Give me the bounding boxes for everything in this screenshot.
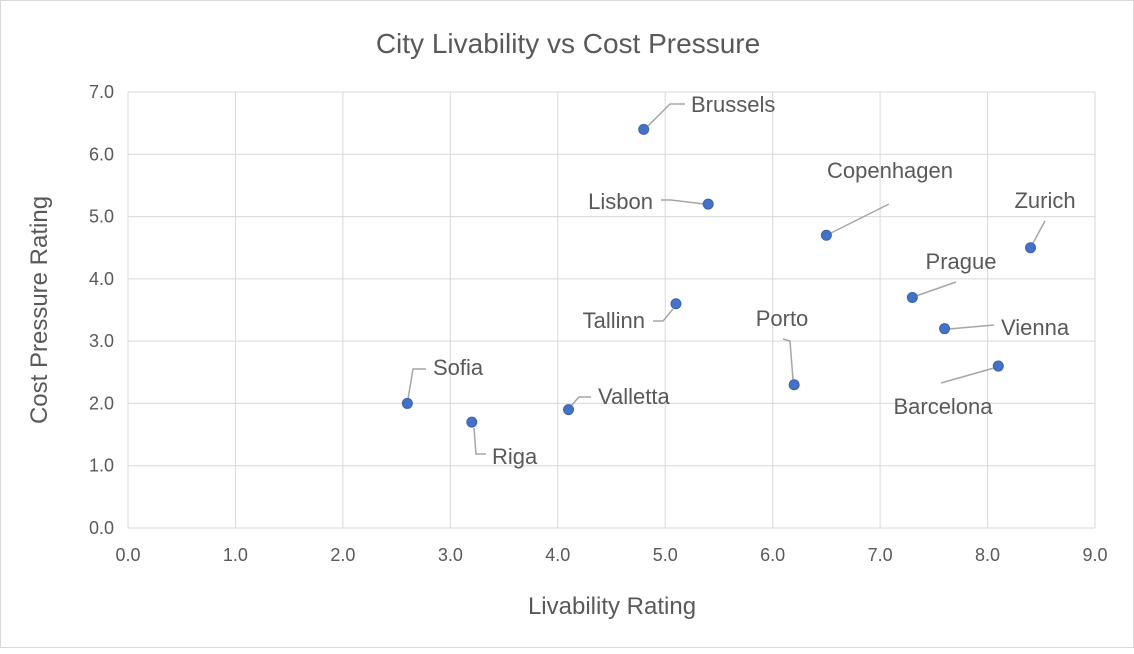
y-tick-label: 3.0 xyxy=(89,331,114,351)
x-tick-label: 1.0 xyxy=(223,545,248,565)
leader-line xyxy=(473,427,486,455)
y-tick-label: 4.0 xyxy=(89,269,114,289)
x-tick-label: 3.0 xyxy=(438,545,463,565)
y-tick-label: 1.0 xyxy=(89,456,114,476)
x-tick-label: 2.0 xyxy=(330,545,355,565)
leader-line xyxy=(661,199,705,205)
data-label: Brussels xyxy=(691,92,775,117)
data-point xyxy=(638,123,650,135)
leader-line xyxy=(1032,220,1046,244)
leader-line xyxy=(653,308,674,322)
data-label: Barcelona xyxy=(893,394,993,419)
leader-line xyxy=(940,367,995,384)
leader-line xyxy=(782,338,794,381)
x-tick-label: 4.0 xyxy=(545,545,570,565)
y-tick-label: 6.0 xyxy=(89,144,114,164)
y-tick-label: 2.0 xyxy=(89,393,114,413)
x-axis-label: Livability Rating xyxy=(528,593,696,620)
x-tick-label: 6.0 xyxy=(760,545,785,565)
leader-line xyxy=(948,324,995,330)
data-label: Sofia xyxy=(433,355,484,380)
data-point xyxy=(939,323,951,335)
data-label: Copenhagen xyxy=(827,158,953,183)
x-tick-label: 8.0 xyxy=(975,545,1000,565)
leader-line xyxy=(569,396,591,408)
data-point xyxy=(670,298,682,310)
y-axis-label: Cost Pressure Rating xyxy=(26,196,53,424)
data-point xyxy=(788,379,800,391)
leader-line xyxy=(647,103,685,127)
y-tick-label: 5.0 xyxy=(89,207,114,227)
data-point xyxy=(906,292,918,304)
x-tick-label: 9.0 xyxy=(1082,545,1107,565)
data-point xyxy=(820,229,832,241)
x-tick-label: 0.0 xyxy=(115,545,140,565)
data-label: Riga xyxy=(492,444,538,469)
chart-title: City Livability vs Cost Pressure xyxy=(376,28,760,59)
leader-line xyxy=(915,281,957,297)
data-point xyxy=(563,404,575,416)
data-label: Zurich xyxy=(1014,188,1075,213)
data-point xyxy=(702,198,714,210)
y-tick-label: 7.0 xyxy=(89,82,114,102)
data-label: Valletta xyxy=(598,384,671,409)
x-tick-label: 7.0 xyxy=(868,545,893,565)
data-label: Vienna xyxy=(1001,315,1070,340)
data-label: Lisbon xyxy=(588,189,653,214)
data-label: Tallinn xyxy=(583,308,645,333)
data-point xyxy=(466,416,478,428)
data-point xyxy=(401,397,413,409)
data-point xyxy=(1025,242,1037,254)
data-label: Porto xyxy=(756,306,809,331)
x-tick-label: 5.0 xyxy=(653,545,678,565)
data-label: Prague xyxy=(926,249,997,274)
y-tick-label: 0.0 xyxy=(89,518,114,538)
leader-line xyxy=(407,368,426,400)
data-point xyxy=(992,360,1004,372)
leader-line xyxy=(830,203,890,234)
